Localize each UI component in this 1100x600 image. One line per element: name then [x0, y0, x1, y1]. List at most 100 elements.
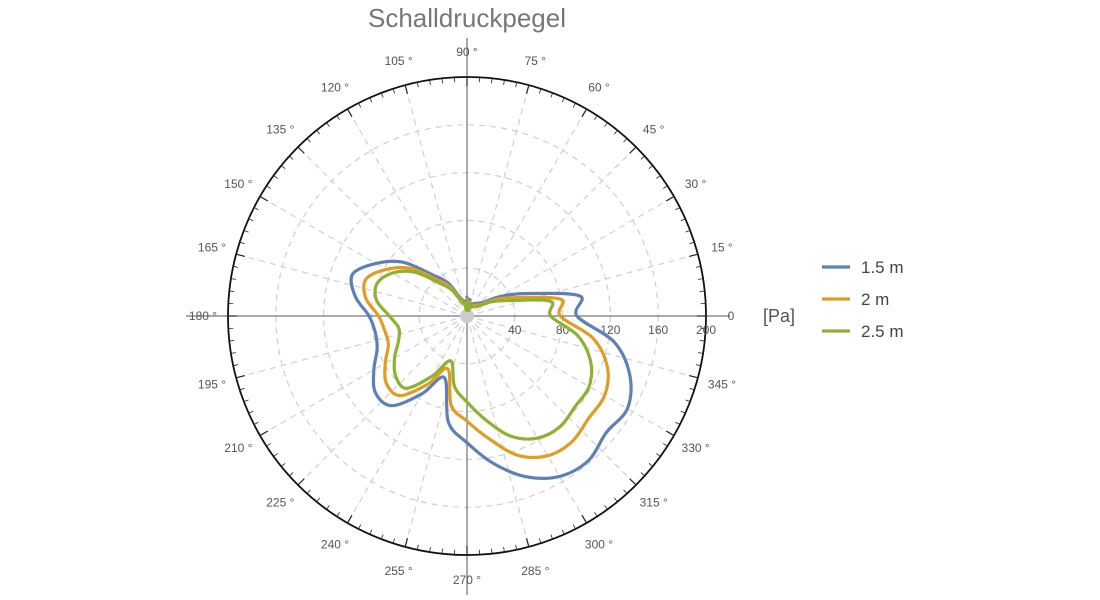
angle-tick — [404, 84, 409, 94]
radial-unit-label: [Pa] — [763, 306, 795, 326]
angle-tick — [369, 97, 373, 103]
angle-tick-label: 315 ° — [640, 496, 668, 510]
grid-spoke — [466, 195, 675, 317]
angle-tick — [698, 278, 704, 280]
grid-spoke — [235, 315, 468, 379]
angle-tick-label: 300 ° — [585, 538, 613, 552]
angle-tick-label: 30 ° — [685, 177, 707, 191]
angle-tick — [235, 253, 245, 258]
series-line — [349, 259, 633, 480]
radial-tick-label: 200 — [696, 323, 716, 337]
angle-tick — [648, 165, 653, 170]
angle-tick — [306, 138, 311, 143]
legend-label: 2 m — [861, 290, 889, 309]
radial-tick-label: 40 — [508, 323, 522, 337]
angle-tick — [613, 130, 618, 135]
grid-spoke — [466, 253, 699, 317]
angle-tick — [259, 430, 269, 437]
radial-tick-label: 160 — [648, 323, 668, 337]
angle-tick — [695, 364, 701, 367]
grid-spoke — [259, 195, 468, 317]
angle-tick — [416, 544, 419, 550]
angle-tick-label: 90 ° — [456, 45, 478, 59]
angle-tick — [230, 278, 236, 280]
angle-tick — [675, 421, 681, 425]
angle-tick-label: 150 ° — [224, 177, 252, 191]
angle-tick — [429, 547, 431, 553]
angle-tick — [561, 529, 565, 535]
angle-tick — [392, 88, 396, 94]
angle-tick — [665, 195, 675, 202]
grid-spoke — [259, 315, 468, 437]
angle-labels: 0 15 ° 30 ° 45 ° 60 ° 75 ° 90 ° 105 ° 120 ° 135 °… — [189, 45, 736, 587]
angle-tick — [336, 512, 340, 517]
angle-tick — [594, 115, 598, 120]
angle-tick — [623, 138, 628, 143]
angle-tick — [416, 82, 419, 88]
angle-tick — [594, 512, 598, 517]
angle-tick — [675, 207, 681, 211]
angle-tick — [685, 399, 691, 403]
angle-tick — [515, 82, 518, 88]
angle-tick — [380, 534, 384, 540]
legend: 1.5 m 2 m 2.5 m — [822, 258, 904, 341]
angle-tick — [289, 155, 294, 160]
angle-tick — [243, 399, 249, 403]
angle-tick — [243, 229, 249, 233]
grid-spoke — [466, 315, 588, 524]
angle-tick — [358, 524, 362, 530]
angle-tick — [404, 538, 409, 548]
angle-tick — [640, 155, 645, 160]
angle-tick — [550, 534, 554, 540]
angle-tick — [604, 122, 608, 127]
angle-tick — [680, 410, 686, 414]
angle-tick-label: 0 — [728, 309, 735, 323]
angle-tick — [273, 453, 278, 457]
angle-tick-label: 345 ° — [708, 377, 736, 391]
angle-tick — [316, 130, 321, 135]
angle-tick — [230, 352, 236, 354]
angle-tick-label: 75 ° — [525, 54, 547, 68]
legend-label: 1.5 m — [861, 258, 904, 277]
series-line — [373, 269, 594, 441]
angle-tick — [581, 514, 588, 524]
angle-tick — [281, 462, 286, 467]
angle-tick — [358, 102, 362, 108]
angle-tick — [561, 97, 565, 103]
angle-tick — [346, 108, 353, 118]
angle-tick — [695, 265, 701, 268]
angle-tick — [572, 524, 576, 530]
angle-tick — [604, 505, 608, 510]
angle-tick — [380, 92, 384, 98]
angle-tick — [689, 374, 699, 379]
angle-tick — [229, 340, 235, 342]
grid-spoke — [404, 84, 468, 317]
angle-tick — [656, 175, 661, 179]
angle-tick-label: 255 ° — [385, 564, 413, 578]
angle-tick — [239, 387, 245, 391]
grid-spoke — [297, 146, 468, 317]
angle-tick — [233, 364, 239, 367]
angle-tick — [336, 115, 340, 120]
chart-title: Schalldruckpegel — [368, 3, 566, 33]
origin-marker — [460, 309, 474, 323]
angle-tick — [699, 340, 705, 342]
angle-tick — [689, 241, 695, 245]
angle-tick-label: 195 ° — [198, 377, 226, 391]
angle-tick — [665, 430, 675, 437]
angle-tick — [266, 443, 271, 447]
angular-ticks — [228, 77, 706, 555]
angle-tick — [441, 78, 443, 84]
angle-tick — [572, 102, 576, 108]
angle-tick — [369, 529, 373, 535]
angle-tick — [326, 122, 330, 127]
angle-tick — [550, 92, 554, 98]
grid-spoke — [235, 253, 468, 317]
angle-tick-label: 270 ° — [453, 573, 481, 587]
angle-tick-label: 165 ° — [198, 241, 226, 255]
angle-tick-label: 210 ° — [224, 441, 252, 455]
grid-spoke — [297, 315, 468, 486]
angle-tick — [648, 462, 653, 467]
angle-tick — [515, 544, 518, 550]
angle-tick — [266, 185, 271, 189]
